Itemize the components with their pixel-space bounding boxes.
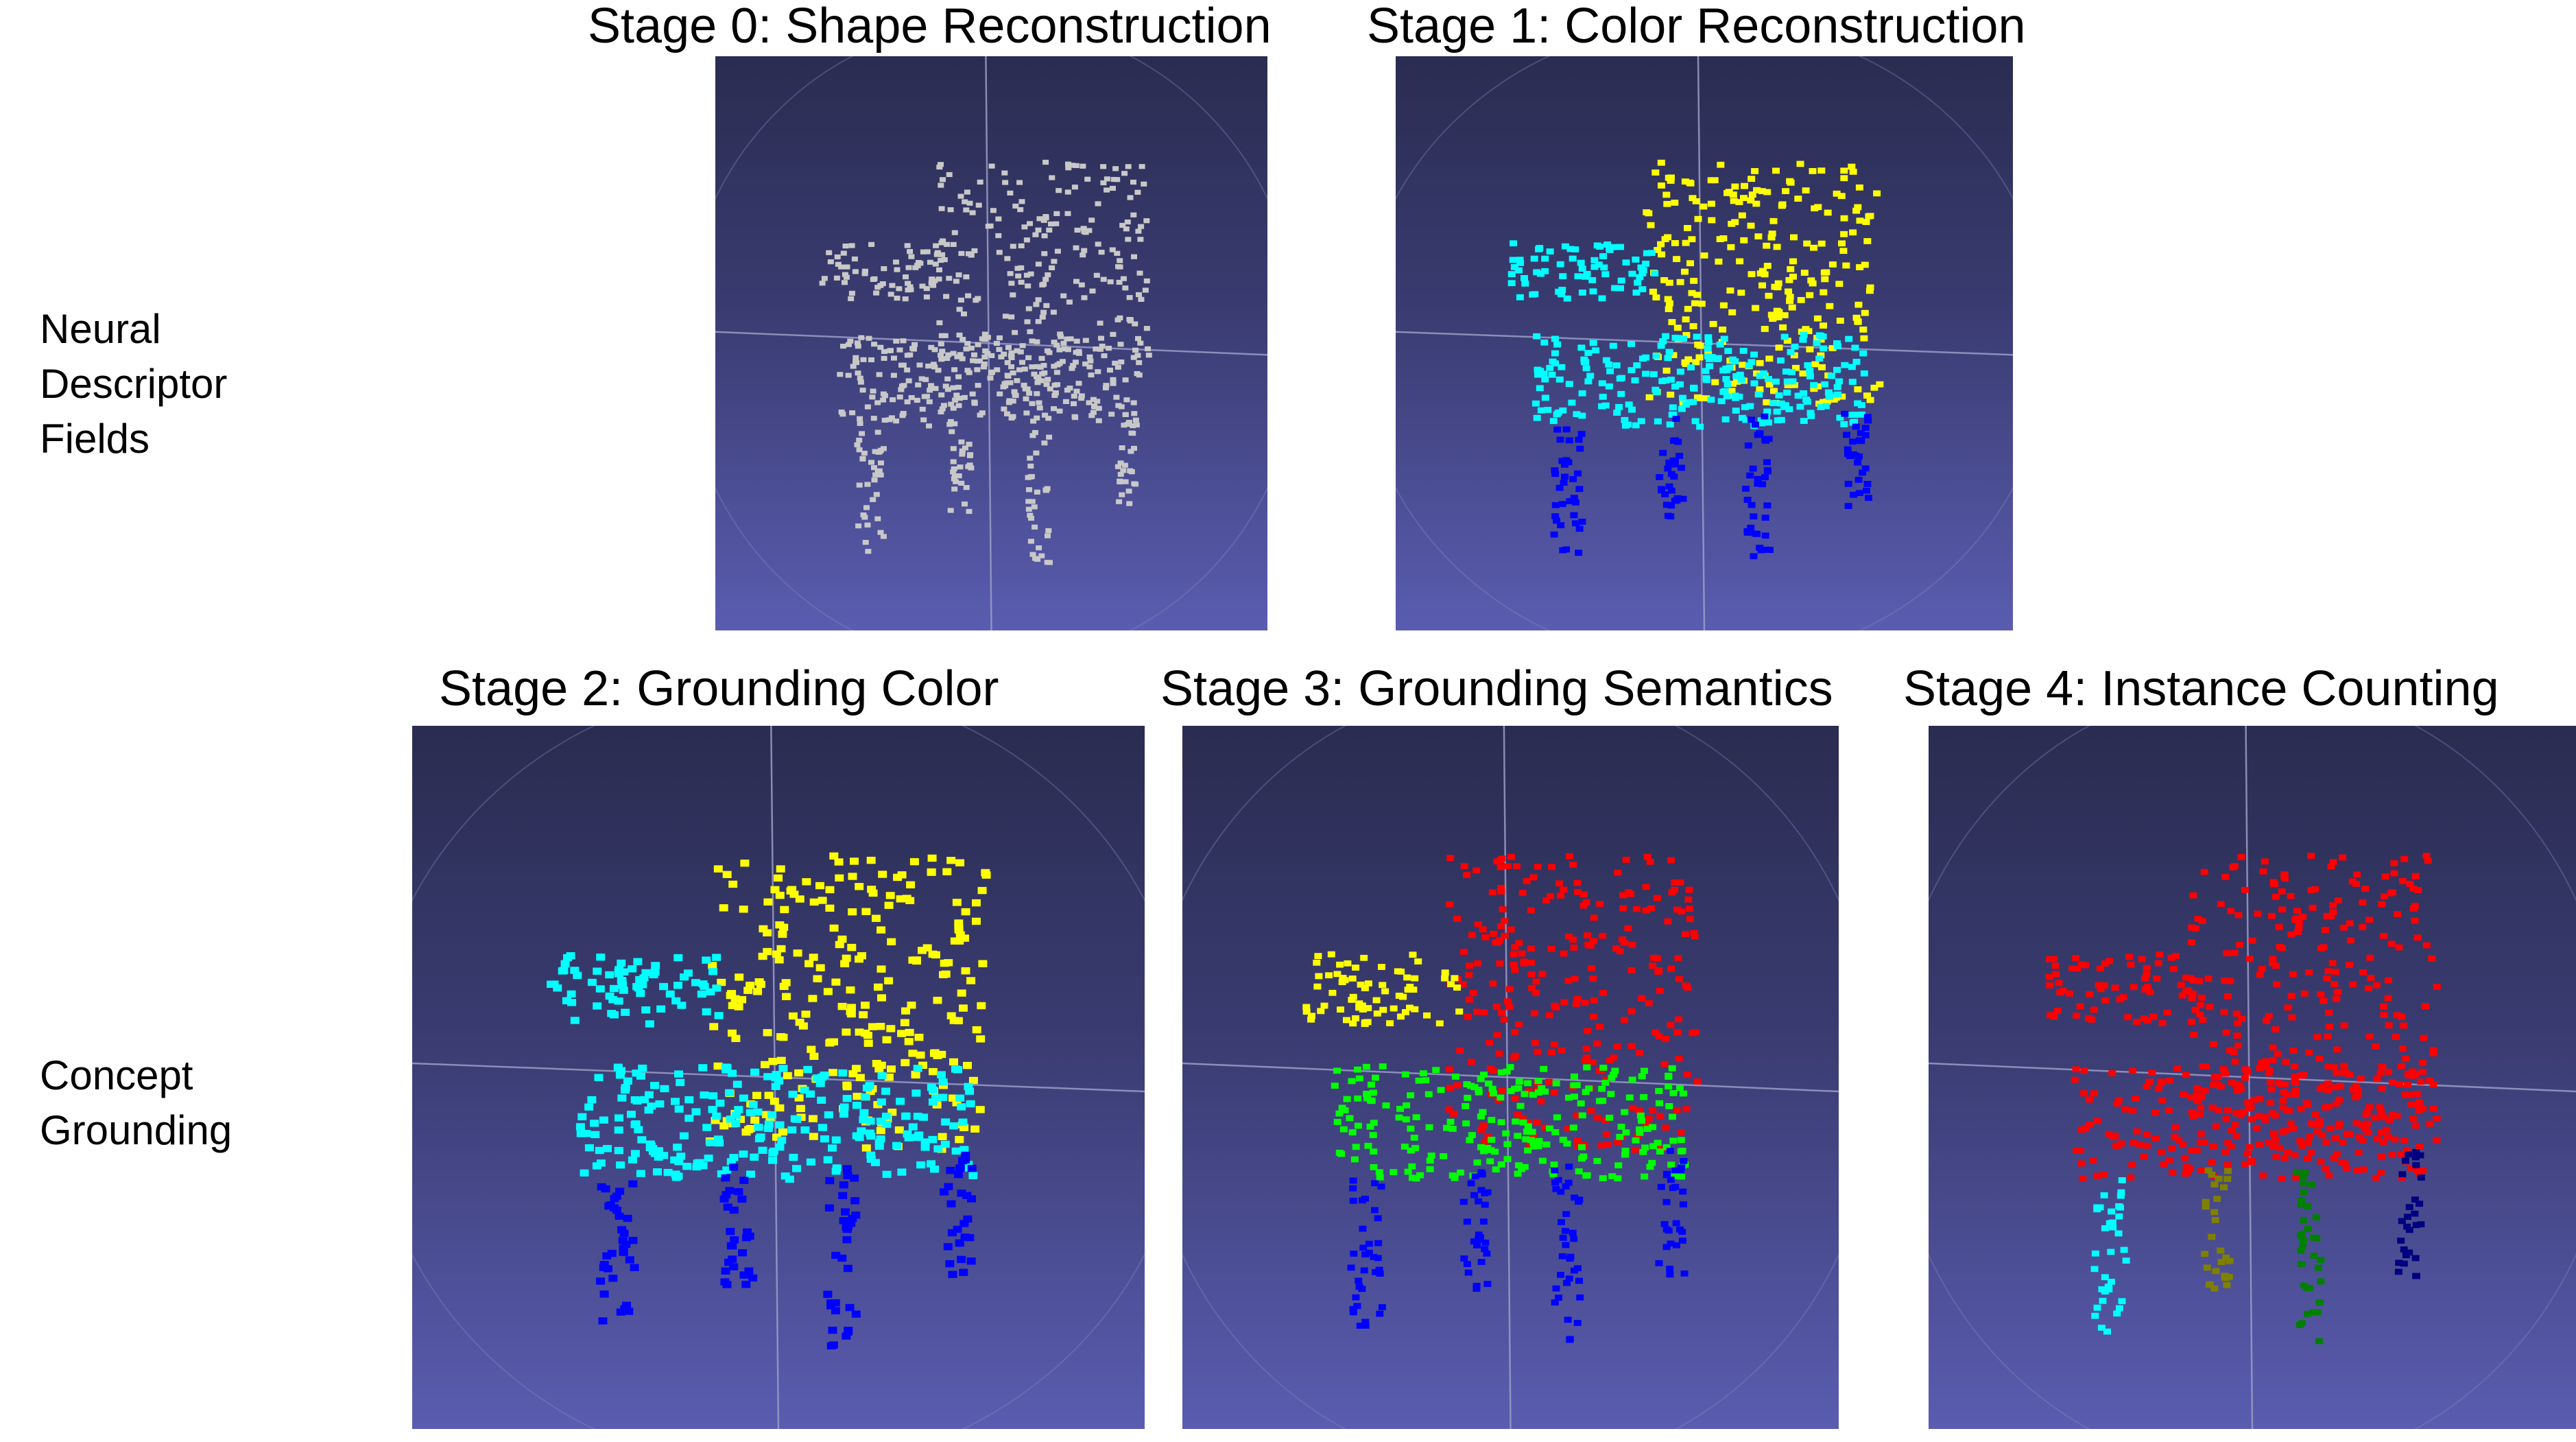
row-label-line: Grounding bbox=[40, 1107, 232, 1153]
chair-seat-points bbox=[1531, 331, 1868, 430]
panel-title-stage4: Stage 4: Instance Counting bbox=[1903, 661, 2499, 716]
horizontal-axis-line bbox=[1182, 1062, 1839, 1093]
point-cloud-viewport-stage2 bbox=[412, 726, 1145, 1429]
chair-arms-points bbox=[819, 240, 953, 302]
chair-arms-points bbox=[1302, 951, 1464, 1027]
row-label-neural-descriptor-fields: Neural Descriptor Fields bbox=[40, 302, 227, 466]
point-cloud-canvas bbox=[412, 726, 1145, 1429]
chair-leg2-points bbox=[2201, 1167, 2234, 1292]
row-label-line: Neural bbox=[40, 306, 161, 352]
point-cloud-canvas bbox=[1396, 56, 2013, 630]
chair-back-points bbox=[936, 159, 1152, 405]
chair-leg2-points bbox=[1459, 1169, 1492, 1292]
horizontal-axis-line bbox=[715, 331, 1267, 356]
point-cloud-viewport-stage4 bbox=[1929, 726, 2576, 1429]
chair-back-points bbox=[1643, 159, 1884, 407]
chair-arms-points bbox=[2045, 952, 2207, 1026]
chair-leg3-points bbox=[1742, 413, 1774, 560]
point-cloud-canvas bbox=[715, 56, 1267, 630]
chair-leg1-points bbox=[596, 1180, 639, 1325]
chair-back-points bbox=[1445, 853, 1702, 1153]
chair-leg3-points bbox=[1551, 1163, 1584, 1343]
chair-leg3-points bbox=[2293, 1169, 2325, 1345]
panel-title-stage0: Stage 0: Shape Reconstruction bbox=[588, 0, 1272, 54]
horizontal-axis-line bbox=[1396, 331, 2013, 356]
chair-seat-points bbox=[837, 331, 1141, 429]
horizontal-axis-line bbox=[1929, 1062, 2576, 1093]
point-cloud-canvas bbox=[1929, 726, 2576, 1429]
chair-leg3-points bbox=[823, 1165, 861, 1350]
chair-leg1-points bbox=[1347, 1177, 1386, 1329]
chair-leg2-points bbox=[1656, 416, 1687, 520]
chair-leg4-points bbox=[1114, 403, 1139, 506]
chair-leg2-points bbox=[947, 421, 975, 515]
chair-leg4-points bbox=[1655, 1148, 1689, 1278]
row-label-line: Fields bbox=[40, 416, 150, 462]
row-label-line: Descriptor bbox=[40, 361, 228, 407]
chair-seat-points bbox=[575, 1063, 978, 1183]
row-label-concept-grounding: Concept Grounding bbox=[40, 1048, 232, 1158]
point-cloud-viewport-stage3 bbox=[1182, 726, 1839, 1429]
chair-leg4-points bbox=[940, 1151, 977, 1278]
panel-title-stage3: Stage 3: Grounding Semantics bbox=[1160, 661, 1833, 716]
chair-leg1-points bbox=[1550, 426, 1586, 556]
chair-seat-points bbox=[1331, 1063, 1689, 1182]
chair-leg3-points bbox=[1025, 412, 1053, 565]
chair-leg4-points bbox=[2394, 1149, 2425, 1279]
chair-arms-points bbox=[1507, 240, 1659, 302]
point-cloud-canvas bbox=[1182, 726, 1839, 1429]
panel-title-stage1: Stage 1: Color Reconstruction bbox=[1367, 0, 2026, 54]
point-cloud-viewport-stage0 bbox=[715, 56, 1267, 630]
chair-leg1-points bbox=[854, 429, 887, 554]
panel-title-stage2: Stage 2: Grounding Color bbox=[439, 661, 999, 716]
row-label-line: Concept bbox=[40, 1052, 193, 1098]
chair-back-points bbox=[705, 852, 991, 1153]
chair-leg1-points bbox=[2090, 1177, 2130, 1335]
chair-arms-points bbox=[547, 952, 724, 1028]
chair-seat-points bbox=[2071, 1063, 2427, 1182]
chair-leg2-points bbox=[719, 1163, 758, 1288]
point-cloud-viewport-stage1 bbox=[1396, 56, 2013, 630]
chair-leg4-points bbox=[1841, 410, 1872, 509]
